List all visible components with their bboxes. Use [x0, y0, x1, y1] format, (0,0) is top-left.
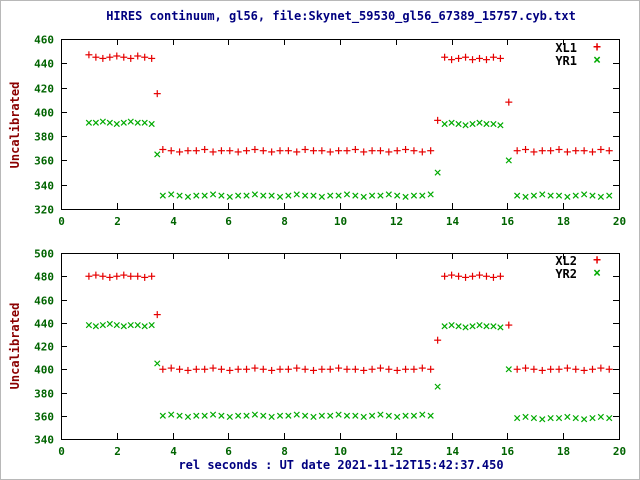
svg-text:20: 20: [613, 445, 626, 458]
chart-title: HIRES continuum, gl56, file:Skynet_59530…: [106, 9, 576, 23]
cross-marker-icon: ×: [593, 53, 601, 68]
legend-label-yr2: YR2: [555, 266, 577, 281]
svg-text:440: 440: [34, 318, 54, 331]
svg-text:380: 380: [34, 131, 54, 144]
x-axis-label: rel seconds : UT date 2021-11-12T15:42:3…: [178, 458, 504, 472]
svg-text:2: 2: [114, 445, 121, 458]
legend-label-yr1: YR1: [555, 53, 577, 68]
svg-text:12: 12: [390, 215, 403, 228]
svg-text:0: 0: [58, 445, 65, 458]
cross-marker-icon: ×: [593, 266, 601, 281]
svg-text:16: 16: [501, 215, 515, 228]
svg-text:10: 10: [334, 445, 347, 458]
svg-text:360: 360: [34, 411, 54, 424]
svg-text:6: 6: [225, 215, 232, 228]
svg-text:500: 500: [34, 248, 54, 261]
legend-entry-yr2: YR2 ×: [555, 266, 617, 281]
plus-marker-icon: +: [593, 253, 601, 268]
svg-text:16: 16: [501, 445, 515, 458]
svg-text:8: 8: [281, 215, 288, 228]
legend-label-xl1: XL1: [555, 40, 577, 55]
legend-entry-xl2: XL2 +: [555, 253, 617, 268]
svg-text:2: 2: [114, 215, 121, 228]
legend-entry-yr1: YR1 ×: [555, 53, 617, 68]
svg-text:400: 400: [34, 364, 54, 377]
plus-marker-icon: +: [593, 40, 601, 55]
svg-text:4: 4: [170, 215, 177, 228]
svg-text:360: 360: [34, 155, 54, 168]
svg-text:380: 380: [34, 388, 54, 401]
svg-text:4: 4: [170, 445, 177, 458]
svg-text:6: 6: [225, 445, 232, 458]
legend-bottom: XL2 + YR2 ×: [555, 253, 617, 281]
svg-text:8: 8: [281, 445, 288, 458]
svg-text:440: 440: [34, 58, 54, 71]
legend-label-xl2: XL2: [555, 253, 577, 268]
svg-text:420: 420: [34, 341, 54, 354]
svg-text:340: 340: [34, 180, 54, 193]
svg-text:14: 14: [446, 215, 460, 228]
svg-text:0: 0: [58, 215, 65, 228]
svg-text:320: 320: [34, 204, 54, 217]
svg-text:480: 480: [34, 271, 54, 284]
svg-text:460: 460: [34, 34, 54, 47]
legend-entry-xl1: XL1 +: [555, 40, 617, 55]
legend-top: XL1 + YR1 ×: [555, 40, 617, 68]
svg-text:10: 10: [334, 215, 347, 228]
svg-text:420: 420: [34, 83, 54, 96]
svg-text:340: 340: [34, 434, 54, 447]
y-axis-label-top: Uncalibrated: [8, 81, 22, 169]
svg-text:14: 14: [446, 445, 460, 458]
svg-text:460: 460: [34, 295, 54, 308]
svg-text:12: 12: [390, 445, 403, 458]
svg-text:400: 400: [34, 107, 54, 120]
svg-text:18: 18: [557, 445, 570, 458]
svg-text:20: 20: [613, 215, 626, 228]
svg-text:18: 18: [557, 215, 570, 228]
y-axis-label-bottom: Uncalibrated: [8, 302, 22, 390]
